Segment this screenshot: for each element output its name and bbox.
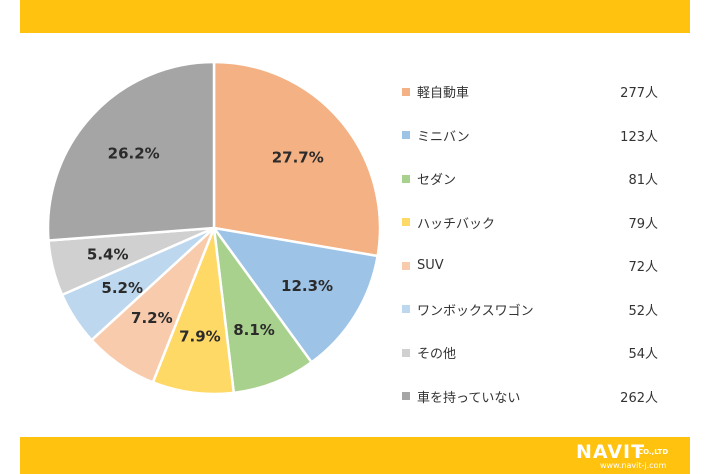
logo-company-suffix: CO.,LTD: [638, 448, 669, 456]
legend-item: 軽自動車 277人: [402, 70, 662, 114]
slice-value-label: 7.9%: [179, 328, 221, 346]
top-banner: [20, 0, 690, 33]
legend-count: 54人: [628, 347, 658, 363]
legend-swatch: [402, 261, 410, 270]
legend-item: ハッチバック 79人: [402, 201, 662, 245]
chart-legend: 軽自動車 277人ミニバン 123人セダン 81人ハッチバック 79人 SUV 72人ワンボ…: [402, 70, 662, 418]
legend-swatch: [402, 218, 410, 227]
legend-item: 車を持っていない 262人: [402, 375, 662, 419]
slice-value-label: 5.4%: [87, 246, 129, 264]
legend-swatch: [402, 348, 410, 357]
slice-value-label: 7.2%: [131, 309, 173, 327]
legend-item: セダン 81人: [402, 157, 662, 201]
legend-swatch: [402, 131, 410, 140]
legend-item: ワンボックスワゴン 52人: [402, 288, 662, 332]
legend-count: 52人: [628, 303, 658, 319]
legend-count: 277人: [620, 86, 658, 102]
navit-logo: NAVIT CO.,LTD www.navit-j.com: [570, 441, 688, 471]
legend-label: その他: [417, 347, 457, 363]
legend-label: 車を持っていない: [417, 390, 521, 406]
legend-count: 262人: [620, 390, 658, 406]
legend-item: ミニバン 123人: [402, 114, 662, 158]
legend-item: SUV 72人: [402, 244, 662, 288]
slice-value-label: 26.2%: [108, 145, 160, 163]
legend-label: 軽自動車: [417, 86, 470, 102]
slice-value-label: 12.3%: [281, 277, 333, 295]
legend-swatch: [402, 305, 410, 314]
legend-label: SUV: [417, 258, 444, 274]
logo-wordmark: NAVIT: [576, 441, 646, 463]
pie-slice-0: [212, 60, 382, 258]
legend-label: ミニバン: [417, 129, 470, 145]
legend-count: 72人: [628, 260, 658, 276]
legend-swatch: [402, 87, 410, 96]
legend-count: 123人: [620, 129, 658, 145]
legend-swatch: [402, 174, 410, 183]
pie-slice-7: [46, 60, 216, 242]
logo-url: www.navit-j.com: [600, 461, 667, 470]
pie-slice-1: [211, 226, 380, 365]
legend-label: ワンボックスワゴン: [417, 303, 534, 319]
legend-count: 81人: [628, 173, 658, 189]
legend-label: ハッチバック: [417, 216, 496, 232]
slice-value-label: 5.2%: [101, 279, 143, 297]
slice-value-label: 27.7%: [272, 148, 324, 166]
legend-swatch: [402, 392, 410, 401]
legend-count: 79人: [628, 216, 658, 232]
legend-label: セダン: [417, 173, 457, 189]
bottom-banner: [20, 437, 690, 474]
legend-item: その他 54人: [402, 331, 662, 375]
slice-value-label: 8.1%: [233, 321, 275, 339]
